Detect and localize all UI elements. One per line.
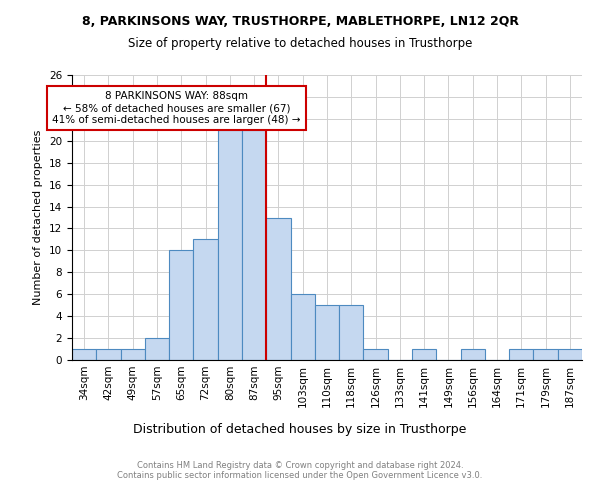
Bar (96, 349, 121, 360)
Text: 8, PARKINSONS WAY, TRUSTHORPE, MABLETHORPE, LN12 2QR: 8, PARKINSONS WAY, TRUSTHORPE, MABLETHOR… (82, 15, 518, 28)
Bar (509, 349, 533, 360)
Bar (290, 294, 315, 360)
Bar (145, 338, 169, 360)
Bar (364, 349, 388, 360)
Bar (315, 305, 339, 360)
Bar (169, 250, 193, 360)
Bar (461, 349, 485, 360)
Text: 8 PARKINSONS WAY: 88sqm
← 58% of detached houses are smaller (67)
41% of semi-de: 8 PARKINSONS WAY: 88sqm ← 58% of detache… (52, 92, 301, 124)
Bar (218, 130, 242, 360)
Bar (412, 349, 436, 360)
Bar (339, 305, 364, 360)
Bar (72, 349, 96, 360)
Bar (242, 130, 266, 360)
Bar (558, 349, 582, 360)
Bar (193, 240, 218, 360)
Bar (533, 349, 558, 360)
Text: Size of property relative to detached houses in Trusthorpe: Size of property relative to detached ho… (128, 38, 472, 51)
Bar (266, 218, 290, 360)
Bar (121, 349, 145, 360)
Text: Contains HM Land Registry data © Crown copyright and database right 2024.
Contai: Contains HM Land Registry data © Crown c… (118, 460, 482, 480)
Y-axis label: Number of detached properties: Number of detached properties (34, 130, 43, 305)
Text: Distribution of detached houses by size in Trusthorpe: Distribution of detached houses by size … (133, 422, 467, 436)
